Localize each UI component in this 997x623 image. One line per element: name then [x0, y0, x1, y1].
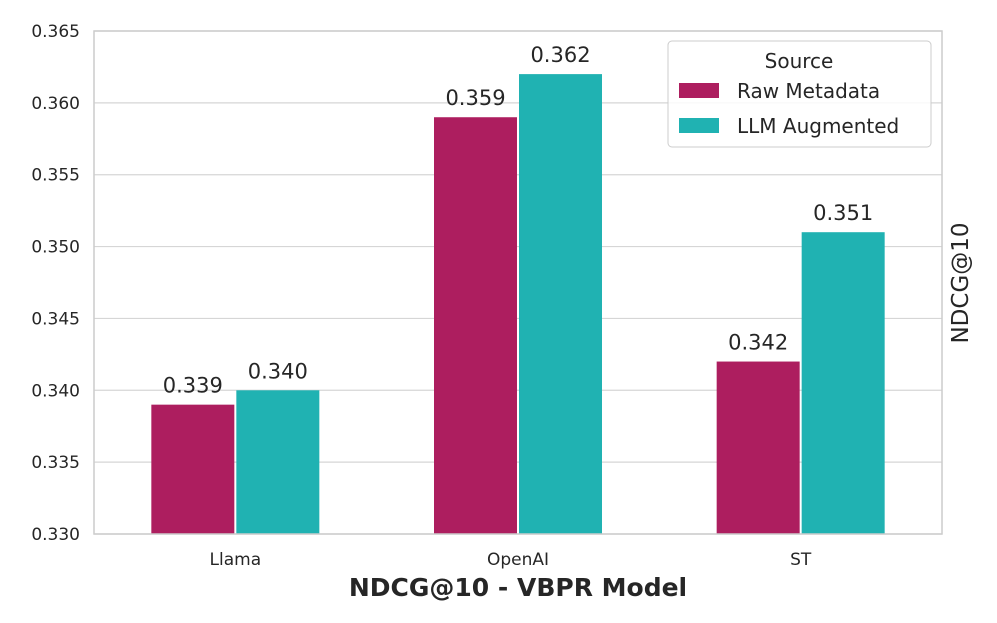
legend-swatch-llm-augmented [679, 118, 719, 133]
bar-llm-augmented [801, 232, 885, 534]
y-tick-label: 0.340 [31, 381, 80, 401]
bar-value-label: 0.342 [728, 331, 788, 355]
bars [151, 74, 885, 534]
bar-value-label: 0.359 [445, 86, 505, 110]
bar-raw-metadata [434, 117, 517, 534]
y-axis-ticks: 0.330 0.335 0.340 0.345 0.350 0.355 0.360 0.365 [31, 22, 80, 545]
y-axis-title: NDCG@10 [948, 222, 974, 343]
bar-llm-augmented [519, 74, 602, 534]
x-tick-label: Llama [210, 550, 262, 570]
bar-raw-metadata [716, 361, 800, 534]
x-tick-label: OpenAI [487, 550, 549, 570]
y-tick-label: 0.330 [31, 525, 80, 545]
bar-value-label: 0.339 [163, 374, 223, 398]
y-tick-label: 0.360 [31, 94, 80, 114]
legend: Source Raw Metadata LLM Augmented [667, 40, 932, 148]
bar-value-label: 0.362 [530, 43, 590, 67]
bar-value-labels: 0.339 0.340 0.359 0.362 0.342 0.351 [163, 43, 873, 398]
legend-swatch-raw-metadata [679, 83, 719, 98]
legend-title: Source [765, 49, 834, 73]
y-tick-label: 0.355 [31, 166, 80, 186]
legend-box [667, 40, 932, 148]
y-tick-label: 0.335 [31, 453, 80, 473]
x-axis-title: NDCG@10 - VBPR Model [349, 573, 687, 602]
x-axis-ticks: Llama OpenAI ST [210, 550, 812, 570]
legend-label-raw-metadata: Raw Metadata [737, 79, 880, 103]
y-tick-label: 0.365 [31, 22, 80, 42]
bar-llm-augmented [236, 390, 320, 534]
bar-raw-metadata [151, 404, 235, 534]
y-tick-label: 0.350 [31, 238, 80, 258]
bar-value-label: 0.351 [813, 201, 873, 225]
x-tick-label: ST [790, 550, 812, 570]
plot-frame [93, 30, 943, 535]
legend-label-llm-augmented: LLM Augmented [737, 114, 899, 138]
bar-value-label: 0.340 [248, 359, 308, 383]
y-tick-label: 0.345 [31, 309, 80, 329]
gridlines [94, 30, 942, 535]
